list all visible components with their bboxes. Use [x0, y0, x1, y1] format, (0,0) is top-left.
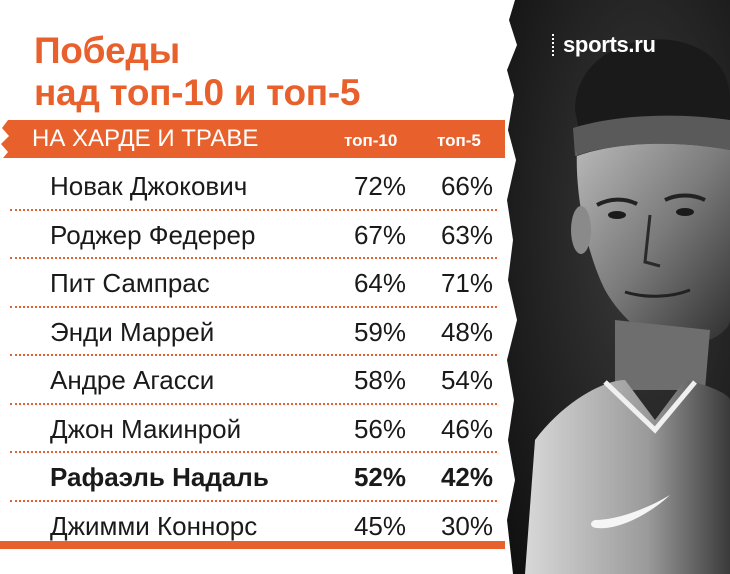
table-row: Джимми Коннорс 45% 30%	[0, 502, 505, 551]
header-strip	[0, 120, 505, 158]
top10-value: 59%	[353, 316, 406, 347]
table-row: Джон Макинрой 56% 46%	[0, 405, 505, 453]
top5-value: 46%	[440, 413, 493, 444]
table-row: Пит Сампрас 64% 71%	[0, 259, 505, 308]
top5-value: 66%	[440, 171, 493, 201]
column-header-top10: топ-10	[344, 131, 398, 150]
title-line-2: над топ-10 и топ-5	[34, 72, 361, 113]
table-row: Энди Маррей 59% 48%	[0, 308, 505, 356]
row-divider	[10, 354, 497, 356]
table-row: Роджер Федерер 67% 63%	[0, 211, 505, 259]
row-divider	[10, 208, 497, 211]
top5-value: 30%	[440, 510, 493, 541]
row-divider	[10, 499, 497, 502]
top5-value: 71%	[440, 268, 493, 298]
top10-value: 58%	[353, 365, 406, 395]
top5-value: 63%	[440, 219, 493, 250]
player-name: Пит Сампрас	[50, 268, 210, 298]
table-row: Новак Джокович 72% 66%	[0, 162, 505, 211]
table-row-highlighted: Рафаэль Надаль 52% 42%	[0, 453, 505, 502]
brand-mark-icon	[552, 34, 558, 56]
column-header-top5: топ-5	[437, 131, 481, 150]
player-name: Новак Джокович	[50, 171, 248, 201]
row-divider	[10, 257, 497, 259]
title-line-1: Победы	[34, 30, 180, 71]
row-divider	[10, 451, 497, 453]
player-name: Андре Агасси	[50, 365, 215, 395]
top5-value: 42%	[440, 462, 493, 492]
brand-name: sports.ru	[563, 32, 656, 57]
top10-value: 56%	[353, 413, 406, 444]
player-name: Роджер Федерер	[50, 219, 256, 250]
player-name: Рафаэль Надаль	[50, 462, 269, 492]
player-name: Джимми Коннорс	[50, 510, 258, 541]
table-subtitle: НА ХАРДЕ И ТРАВЕ	[32, 125, 259, 152]
top10-value: 64%	[353, 268, 406, 298]
player-photo	[505, 0, 730, 574]
top10-value: 67%	[353, 219, 406, 250]
top5-value: 54%	[440, 365, 493, 395]
top10-value: 52%	[353, 462, 406, 492]
brand-logo: sports.ru	[552, 30, 656, 60]
stats-table: Новак Джокович 72% 66% Роджер Федерер 67…	[0, 162, 505, 550]
player-name: Джон Макинрой	[50, 413, 242, 444]
player-name: Энди Маррей	[50, 316, 215, 347]
row-divider	[10, 305, 497, 308]
page-title: Победы над топ-10 и топ-5	[34, 30, 360, 114]
top10-value: 72%	[353, 171, 406, 201]
bottom-bar	[0, 541, 505, 549]
top5-value: 48%	[440, 316, 493, 347]
table-row: Андре Агасси 58% 54%	[0, 356, 505, 405]
row-divider	[10, 402, 497, 405]
top10-value: 45%	[353, 510, 406, 541]
